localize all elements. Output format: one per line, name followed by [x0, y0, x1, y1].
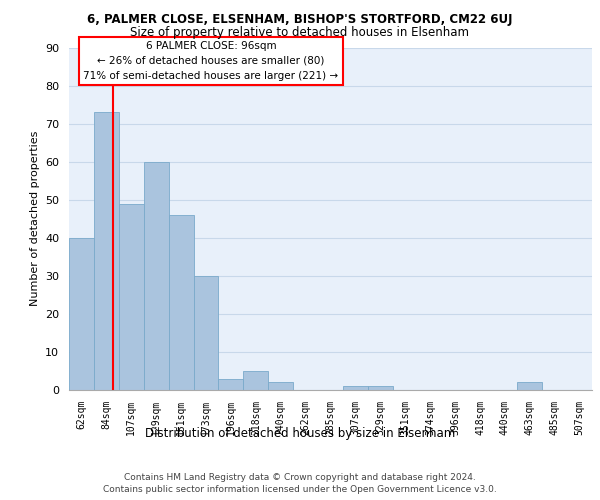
Text: Distribution of detached houses by size in Elsenham: Distribution of detached houses by size … — [145, 428, 455, 440]
Bar — [144, 162, 169, 390]
Bar — [119, 204, 144, 390]
Bar — [343, 386, 368, 390]
Bar — [194, 276, 218, 390]
Bar — [517, 382, 542, 390]
Bar — [69, 238, 94, 390]
Y-axis label: Number of detached properties: Number of detached properties — [29, 131, 40, 306]
Bar — [368, 386, 393, 390]
Text: 6, PALMER CLOSE, ELSENHAM, BISHOP'S STORTFORD, CM22 6UJ: 6, PALMER CLOSE, ELSENHAM, BISHOP'S STOR… — [87, 12, 513, 26]
Bar — [268, 382, 293, 390]
Bar — [218, 378, 244, 390]
Bar — [169, 215, 194, 390]
Text: Size of property relative to detached houses in Elsenham: Size of property relative to detached ho… — [131, 26, 470, 39]
Bar — [244, 371, 268, 390]
Text: 6 PALMER CLOSE: 96sqm
← 26% of detached houses are smaller (80)
71% of semi-deta: 6 PALMER CLOSE: 96sqm ← 26% of detached … — [83, 41, 338, 80]
Text: Contains HM Land Registry data © Crown copyright and database right 2024.
Contai: Contains HM Land Registry data © Crown c… — [103, 472, 497, 494]
Bar — [94, 112, 119, 390]
